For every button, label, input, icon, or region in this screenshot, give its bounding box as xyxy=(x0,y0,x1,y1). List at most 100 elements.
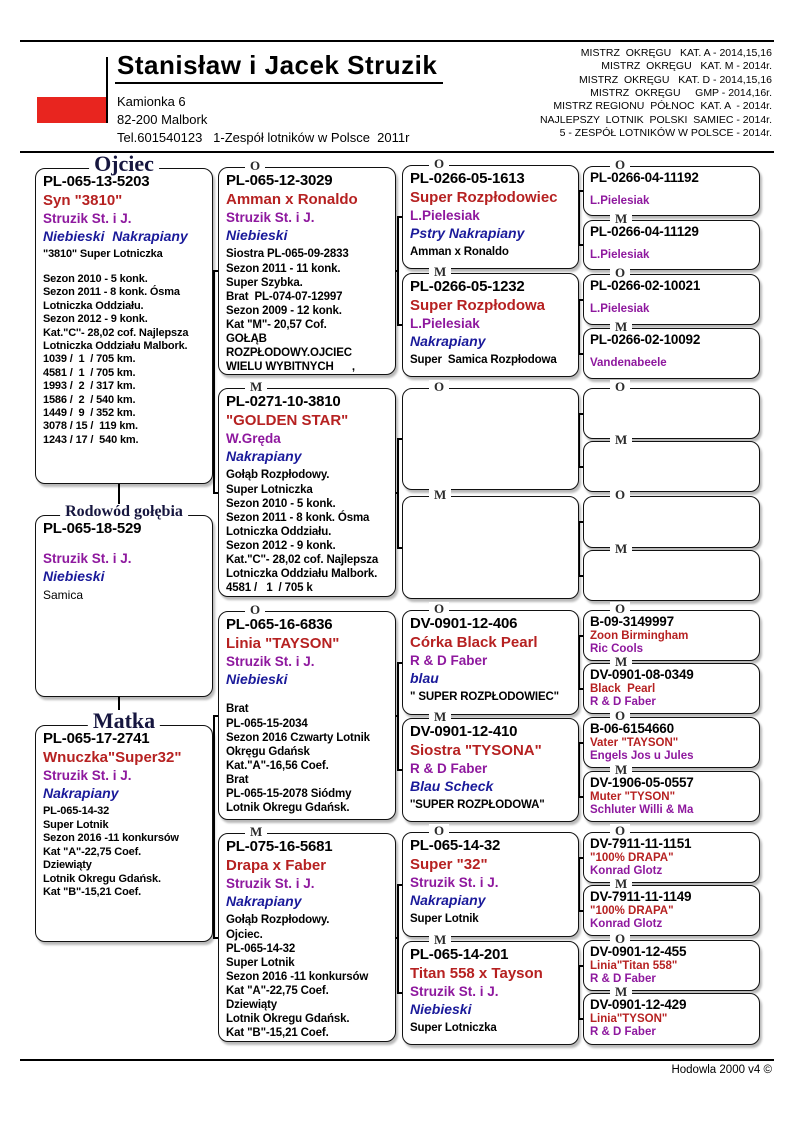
line-info: Super Samica Rozpłodowa xyxy=(410,354,557,367)
line-ring: PL-0266-05-1613 xyxy=(410,170,525,187)
pedigree-box-gggp9: O B-09-3149997 Zoon Birmingham Ric Cools xyxy=(583,602,760,661)
line-ring: PL-0266-04-11129 xyxy=(590,224,699,239)
box-label: M xyxy=(610,433,633,446)
pedigree-box-ggp4: M xyxy=(402,488,579,599)
pedigree-box-gggp5: O xyxy=(583,380,760,439)
line-name: Amman x Ronaldo xyxy=(226,190,358,208)
line-ring: PL-065-13-5203 xyxy=(43,173,150,190)
pedigree-box-ggp5: O DV-0901-12-406 Córka Black Pearl R & D Fa… xyxy=(402,602,579,715)
box-label: O xyxy=(429,602,450,615)
connector-line xyxy=(213,714,218,717)
line-info: Lotnik Okregu Gdańsk. xyxy=(226,801,350,814)
pedigree-box-ggp3: O xyxy=(402,380,579,490)
line-breeder: L.Pielesiak xyxy=(590,249,650,262)
line-info: Kat "A"-22,75 Coef. xyxy=(43,845,142,858)
box-label: M xyxy=(610,542,633,555)
line-name: Siostra "TYSONA" xyxy=(410,741,542,759)
line-ring: PL-0266-02-10092 xyxy=(590,332,701,347)
connector-line xyxy=(578,795,583,798)
line-info: Gołąb Rozpłodowy. xyxy=(226,914,330,927)
loft-title: Stanisław i Jacek Struzik xyxy=(115,50,444,84)
connector-line xyxy=(213,270,218,272)
line-info: Dziewiąty xyxy=(43,859,92,872)
loft-flag xyxy=(37,97,107,123)
line-color: Niebieski xyxy=(410,1001,472,1018)
box-label: O xyxy=(245,159,266,172)
line-info: Super Lotnik xyxy=(226,956,295,969)
line-info: Lotnik Okregu Gdańsk. xyxy=(226,1012,350,1025)
line-breeder: Struzik St. i J. xyxy=(226,875,315,891)
connector-line xyxy=(397,324,402,326)
pedigree-box-gggp11: O B-06-6154660 Vater "TAYSON" Engels Jos u … xyxy=(583,709,760,768)
box-label: M xyxy=(610,212,633,225)
box-label: O xyxy=(610,380,631,393)
line-breeder: L.Pielesiak xyxy=(590,303,650,316)
line-info: Lotniczka Oddziału Malbork. xyxy=(43,339,188,352)
line-breeder: R & D Faber xyxy=(590,1026,656,1039)
pedigree-box-gggp7: O xyxy=(583,488,760,548)
line-breeder: R & D Faber xyxy=(590,973,656,986)
box-label: M xyxy=(245,825,268,838)
line-info: Sezon 2016 -11 konkursów xyxy=(226,970,369,983)
box-label: Matka xyxy=(87,710,161,732)
loft-address: Kamionka 6 82-200 Malbork Tel.601540123 … xyxy=(117,94,410,146)
line-name: Zoon Birmingham xyxy=(590,630,689,643)
header-bottom-rule xyxy=(20,151,774,153)
box-label: O xyxy=(610,602,631,615)
line-info: PL-065-14-32 xyxy=(226,942,296,955)
connector-line xyxy=(578,521,580,577)
line-info: Lotniczka Oddziału. xyxy=(226,525,332,538)
box-label: O xyxy=(610,488,631,501)
line-ring: PL-0271-10-3810 xyxy=(226,393,341,410)
line-name: Black Pearl xyxy=(590,683,656,696)
line-info: Brat PL-074-07-12997 xyxy=(226,290,343,303)
line-info: Sezon 2010 - 5 konk. xyxy=(43,272,148,285)
line-name: Córka Black Pearl xyxy=(410,633,538,651)
line-breeder: R & D Faber xyxy=(410,652,488,668)
connector-line xyxy=(397,661,399,771)
pedigree-box-mother: Matka PL-065-17-2741 Wnuczka"Super32" Struz… xyxy=(35,710,213,942)
connector-line xyxy=(578,412,583,415)
achievement-line: MISTRZ REGIONU PÓŁNOC KAT. A - 2014r. xyxy=(553,100,772,113)
line-info: WIELU WYBITNYCH , xyxy=(226,360,355,373)
connector-line xyxy=(578,856,580,912)
line-info: " SUPER ROZPŁODOWIEC" xyxy=(410,691,559,704)
line-info: Sezon 2011 - 8 konk. Ósma xyxy=(226,511,370,524)
line-name: Wnuczka"Super32" xyxy=(43,748,182,766)
line-info: Super Lotniczka xyxy=(226,483,313,496)
line-color: Niebieski xyxy=(226,227,288,244)
line-color: Pstry Nakrapiany xyxy=(410,225,525,242)
box-label: M xyxy=(610,655,633,668)
line-ring: PL-0266-05-1232 xyxy=(410,278,525,295)
footer-rule xyxy=(20,1059,774,1061)
line-ring: PL-065-14-32 xyxy=(410,837,501,854)
line-breeder: L.Pielesiak xyxy=(410,207,480,223)
pedigree-box-gggp15: O DV-0901-12-455 Linia"Titan 558" R & D Fab… xyxy=(583,932,760,991)
line-gapsm xyxy=(590,240,756,249)
line-info: Siostra PL-065-09-2833 xyxy=(226,248,349,261)
line-ring: DV-0901-12-406 xyxy=(410,615,518,632)
line-info: 1586 / 2 / 540 km. xyxy=(43,393,136,406)
line-info: ''SUPER ROZPŁODOWA" xyxy=(410,799,545,812)
line-breeder: Ric Cools xyxy=(590,643,644,656)
line-info: Lotniczka Oddziału. xyxy=(43,299,144,312)
line-name: Vater "TAYSON" xyxy=(590,737,679,750)
line-ring: DV-0901-12-455 xyxy=(590,944,687,959)
achievement-line: MISTRZ OKRĘGU KAT. M - 2014r. xyxy=(601,60,772,73)
line-name: Syn "3810" xyxy=(43,191,123,209)
box-label: O xyxy=(610,266,631,279)
line-color: Nakrapiany xyxy=(410,892,486,909)
pedigree-box-grandsire-paternal: O PL-065-12-3029 Amman x Ronaldo Struzik St… xyxy=(218,159,396,375)
connector-line xyxy=(397,661,402,664)
line-gapsm xyxy=(590,186,756,195)
line-ring: PL-0266-02-10021 xyxy=(590,278,701,293)
connector-line xyxy=(578,964,580,1020)
connector-line xyxy=(578,856,583,859)
line-info: Kat."A"-16,56 Coef. xyxy=(226,759,329,772)
connector-line xyxy=(397,883,402,886)
box-label: O xyxy=(610,709,631,722)
box-label: Ojciec xyxy=(89,153,159,175)
line-breeder: W.Gręda xyxy=(226,430,281,446)
line-breeder: Struzik St. i J. xyxy=(226,209,315,225)
